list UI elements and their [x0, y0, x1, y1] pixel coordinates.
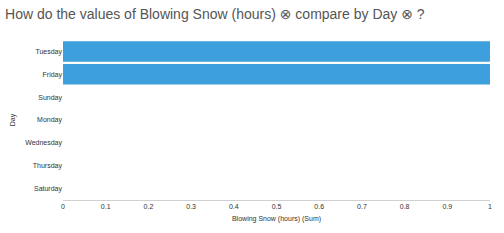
svg-text:0.7: 0.7 [357, 203, 367, 210]
svg-text:Day: Day [9, 113, 17, 126]
svg-text:0.5: 0.5 [272, 203, 282, 210]
svg-text:Sunday: Sunday [38, 94, 62, 102]
svg-text:Thursday: Thursday [33, 162, 63, 170]
svg-text:0.1: 0.1 [101, 203, 111, 210]
svg-text:0.2: 0.2 [144, 203, 154, 210]
svg-text:Friday: Friday [43, 71, 63, 79]
svg-text:Tuesday: Tuesday [35, 48, 62, 56]
svg-text:0.9: 0.9 [442, 203, 452, 210]
svg-text:Monday: Monday [37, 116, 62, 124]
svg-text:Wednesday: Wednesday [25, 139, 62, 147]
svg-text:0.4: 0.4 [229, 203, 239, 210]
svg-text:1: 1 [488, 203, 492, 210]
svg-text:Saturday: Saturday [34, 185, 63, 193]
svg-text:0.6: 0.6 [314, 203, 324, 210]
svg-text:Blowing Snow (hours) (Sum): Blowing Snow (hours) (Sum) [232, 215, 321, 223]
svg-text:0.8: 0.8 [400, 203, 410, 210]
svg-text:0: 0 [61, 203, 65, 210]
svg-text:0.3: 0.3 [186, 203, 196, 210]
svg-text:How do the values of Blowing S: How do the values of Blowing Snow (hours… [5, 6, 425, 22]
